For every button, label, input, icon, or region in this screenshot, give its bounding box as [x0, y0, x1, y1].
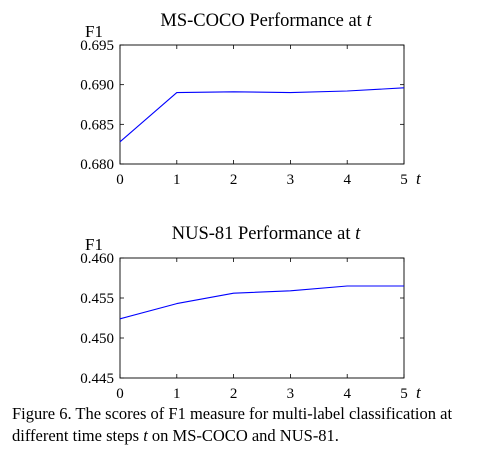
- chart1-y-tick-label: 0.695: [80, 38, 114, 54]
- chart1-x-tick-label: 0: [116, 172, 124, 188]
- chart2-title-variable: t: [355, 224, 361, 244]
- chart2-x-tick-label: 1: [173, 386, 181, 402]
- chart2-y-axis-label: F1: [85, 235, 103, 254]
- chart2-x-tick-label: 2: [230, 386, 238, 402]
- chart2-x-tick-label: 5: [400, 386, 408, 402]
- chart1-x-tick-label: 1: [173, 172, 181, 188]
- caption-variable: t: [143, 426, 148, 445]
- chart1-y-tick-label: 0.685: [80, 117, 114, 133]
- chart1-title-variable: t: [366, 11, 372, 31]
- caption-text-1: Figure 6. The scores of F1 measure for m…: [12, 404, 453, 445]
- chart2-plot-frame: [119, 257, 405, 379]
- chart2-y-tick-label: 0.455: [80, 291, 114, 307]
- chart1-title: MS-COCO Performance at t: [160, 11, 372, 31]
- chart1-x-tick-label: 2: [230, 172, 238, 188]
- chart2-x-tick-label: 4: [343, 386, 351, 402]
- chart1-y-tick-label: 0.680: [80, 157, 114, 173]
- chart1-plot-frame: [119, 44, 405, 165]
- chart1-x-axis-label: t: [416, 169, 422, 188]
- chart2-y-tick-label: 0.460: [80, 251, 114, 267]
- chart2-y-tick-label: 0.450: [80, 331, 114, 347]
- chart2-x-tick-label: 3: [287, 386, 295, 402]
- chart2-x-tick-label: 0: [116, 386, 124, 402]
- chart2-series-line: [119, 285, 404, 320]
- chart1-y-tick-label: 0.690: [80, 78, 114, 94]
- figure-caption: Figure 6. The scores of F1 measure for m…: [12, 403, 490, 447]
- chart1-series-line: [119, 87, 405, 143]
- chart1-x-tick-label: 5: [400, 172, 408, 188]
- caption-text-2: on MS-COCO and NUS-81.: [147, 426, 339, 445]
- chart1-x-tick-label: 4: [343, 172, 351, 188]
- chart1-y-axis-label: F1: [85, 22, 103, 41]
- chart2-y-tick-label: 0.445: [80, 371, 114, 387]
- chart2-title: NUS-81 Performance at t: [172, 224, 361, 244]
- chart1-x-tick-label: 3: [287, 172, 295, 188]
- chart2-x-axis-label: t: [416, 383, 422, 402]
